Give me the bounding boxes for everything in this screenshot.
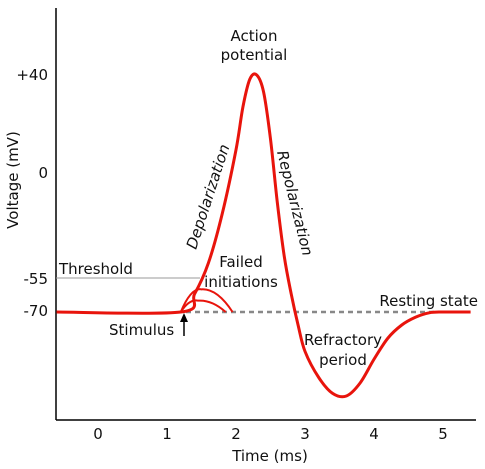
refractory-period-label-1: Refractory xyxy=(304,331,382,349)
failed-initiation-curve xyxy=(179,299,227,313)
x-tick-label: 1 xyxy=(162,425,172,443)
stimulus-arrow xyxy=(180,313,188,336)
y-tick-label: +40 xyxy=(16,66,48,84)
y-axis-label: Voltage (mV) xyxy=(4,131,22,229)
refractory-period-label-2: period xyxy=(319,351,367,369)
y-tick-labels: +40 0 -55 -70 xyxy=(16,66,48,320)
resting-state-label: Resting state xyxy=(379,292,478,310)
failed-initiations-label-1: Failed xyxy=(219,253,263,271)
failed-initiations-label-2: initiations xyxy=(204,273,278,291)
x-tick-label: 3 xyxy=(300,425,310,443)
x-tick-labels: 0 1 2 3 4 5 xyxy=(93,425,448,443)
x-tick-label: 5 xyxy=(438,425,448,443)
y-tick-label: -70 xyxy=(24,302,49,320)
y-tick-label: 0 xyxy=(38,164,48,182)
threshold-label: Threshold xyxy=(58,260,133,278)
y-tick-label: -55 xyxy=(24,270,49,288)
failed-initiation-curves xyxy=(179,288,234,313)
repolarization-label: Repolarization xyxy=(273,149,317,258)
x-axis-label: Time (ms) xyxy=(231,447,308,465)
failed-initiation-curve xyxy=(179,288,234,313)
x-tick-label: 4 xyxy=(369,425,379,443)
action-potential-curve xyxy=(56,72,471,399)
action-potential-label-2: potential xyxy=(221,46,288,64)
stimulus-label: Stimulus xyxy=(109,321,174,339)
x-tick-label: 0 xyxy=(93,425,103,443)
x-tick-label: 2 xyxy=(231,425,241,443)
action-potential-label-1: Action xyxy=(231,27,278,45)
